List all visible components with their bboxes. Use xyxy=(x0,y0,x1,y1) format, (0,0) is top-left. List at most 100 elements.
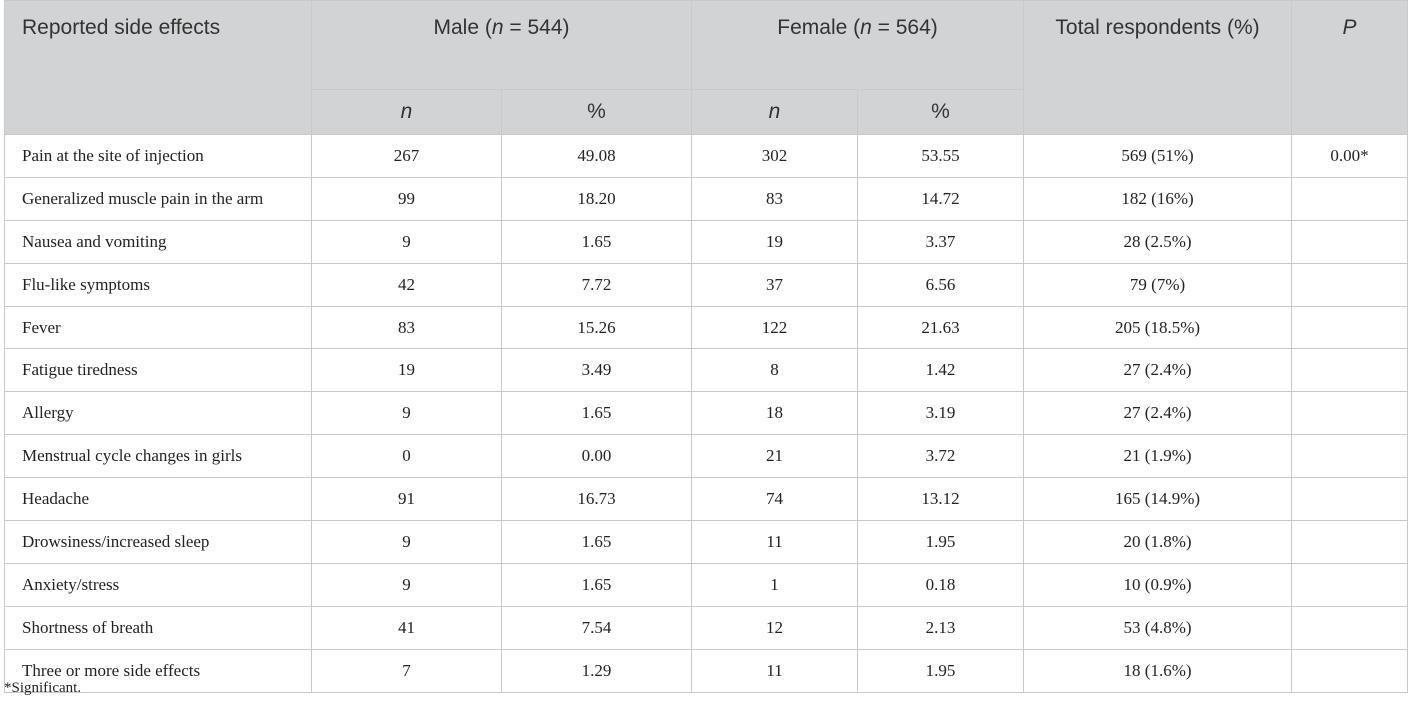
cell-male-pct: 1.65 xyxy=(500,520,693,564)
cell-side-effect: Allergy xyxy=(4,391,312,436)
cell-p-value xyxy=(1291,520,1409,564)
cell-side-effect: Flu-like symptoms xyxy=(4,262,312,307)
cell-p-value xyxy=(1291,605,1409,650)
cell-female-n: 37 xyxy=(691,262,859,307)
cell-total-respondents: 79 (7%) xyxy=(1023,262,1293,307)
cell-p-value xyxy=(1291,648,1409,693)
side-effects-table: Reported side effects Male (n = 544) Fem… xyxy=(4,0,1409,693)
cell-male-n: 41 xyxy=(311,605,502,650)
header-p-value: P xyxy=(1291,0,1409,135)
cell-female-n: 1 xyxy=(691,562,859,607)
cell-p-value xyxy=(1291,562,1409,607)
table-row: Allergy 9 1.65 18 3.19 27 (2.4%) xyxy=(4,391,1409,436)
cell-male-pct: 1.65 xyxy=(500,391,693,436)
header-male: Male (n = 544) xyxy=(310,0,693,90)
cell-side-effect: Shortness of breath xyxy=(4,605,312,650)
cell-male-pct: 1.65 xyxy=(500,219,693,264)
cell-p-value xyxy=(1291,219,1409,264)
cell-side-effect: Three or more side effects xyxy=(4,648,312,693)
header-male-n: n xyxy=(311,89,502,135)
cell-female-n: 8 xyxy=(691,348,859,393)
table-row: Fever 83 15.26 122 21.63 205 (18.5%) xyxy=(4,305,1409,350)
cell-male-n: 9 xyxy=(311,520,502,564)
header-female-n-label: n xyxy=(860,16,872,39)
cell-male-pct: 1.65 xyxy=(500,562,693,607)
cell-p-value xyxy=(1291,434,1409,479)
cell-male-n: 9 xyxy=(311,562,502,607)
table-row: Drowsiness/increased sleep 9 1.65 11 1.95 20 … xyxy=(4,520,1409,564)
cell-male-pct: 18.20 xyxy=(500,176,693,221)
header-female-prefix: Female ( xyxy=(777,16,861,39)
cell-male-n: 83 xyxy=(311,305,502,350)
cell-female-pct: 6.56 xyxy=(857,262,1025,307)
cell-male-pct: 16.73 xyxy=(500,477,693,522)
cell-female-pct: 3.37 xyxy=(857,219,1025,264)
cell-total-respondents: 10 (0.9%) xyxy=(1023,562,1293,607)
cell-total-respondents: 20 (1.8%) xyxy=(1023,520,1293,564)
cell-male-n: 267 xyxy=(311,134,502,178)
cell-p-value: 0.00* xyxy=(1291,134,1409,178)
cell-side-effect: Drowsiness/increased sleep xyxy=(4,520,312,564)
cell-female-pct: 3.19 xyxy=(857,391,1025,436)
cell-female-pct: 0.18 xyxy=(857,562,1025,607)
cell-total-respondents: 27 (2.4%) xyxy=(1023,391,1293,436)
table-row: Flu-like symptoms 42 7.72 37 6.56 79 (7%) xyxy=(4,262,1409,307)
cell-female-pct: 2.13 xyxy=(857,605,1025,650)
cell-male-pct: 49.08 xyxy=(500,134,693,178)
cell-female-n: 21 xyxy=(691,434,859,479)
cell-side-effect: Anxiety/stress xyxy=(4,562,312,607)
cell-p-value xyxy=(1291,477,1409,522)
cell-p-value xyxy=(1291,391,1409,436)
cell-p-value xyxy=(1291,305,1409,350)
cell-male-pct: 7.54 xyxy=(500,605,693,650)
cell-male-n: 91 xyxy=(311,477,502,522)
cell-side-effect: Fever xyxy=(4,305,312,350)
cell-female-pct: 14.72 xyxy=(857,176,1025,221)
cell-female-n: 74 xyxy=(691,477,859,522)
cell-total-respondents: 569 (51%) xyxy=(1023,134,1293,178)
footnote: *Significant. xyxy=(4,680,82,696)
cell-female-n: 302 xyxy=(691,134,859,178)
cell-male-n: 9 xyxy=(311,391,502,436)
cell-p-value xyxy=(1291,176,1409,221)
cell-side-effect: Menstrual cycle changes in girls xyxy=(4,434,312,479)
cell-female-pct: 21.63 xyxy=(857,305,1025,350)
cell-female-n: 19 xyxy=(691,219,859,264)
cell-female-pct: 3.72 xyxy=(857,434,1025,479)
table-row: Menstrual cycle changes in girls 0 0.00 21 3… xyxy=(4,434,1409,479)
cell-female-n: 12 xyxy=(691,605,859,650)
table-row: Generalized muscle pain in the arm 99 18.2… xyxy=(4,176,1409,221)
header-male-n-label: n xyxy=(491,16,504,39)
cell-total-respondents: 21 (1.9%) xyxy=(1023,434,1293,479)
cell-male-pct: 15.26 xyxy=(500,305,693,350)
header-female-n: n xyxy=(691,89,859,135)
cell-female-pct: 1.95 xyxy=(857,520,1025,564)
cell-male-n: 99 xyxy=(311,176,502,221)
cell-female-n: 122 xyxy=(691,305,859,350)
table-row: Pain at the site of injection 267 49.08 302… xyxy=(4,134,1409,178)
table-row: Fatigue tiredness 19 3.49 8 1.42 27 (2.4%) xyxy=(4,348,1409,393)
cell-male-pct: 3.49 xyxy=(500,348,693,393)
header-female-suffix: = 564) xyxy=(871,16,938,39)
cell-male-pct: 1.29 xyxy=(500,648,693,693)
cell-total-respondents: 182 (16%) xyxy=(1023,176,1293,221)
cell-male-n: 19 xyxy=(311,348,502,393)
cell-side-effect: Headache xyxy=(4,477,312,522)
cell-female-pct: 1.95 xyxy=(857,648,1025,693)
header-male-pct: % xyxy=(500,89,693,135)
cell-total-respondents: 27 (2.4%) xyxy=(1023,348,1293,393)
cell-female-pct: 1.42 xyxy=(857,348,1025,393)
cell-total-respondents: 205 (18.5%) xyxy=(1023,305,1293,350)
header-female-pct: % xyxy=(857,89,1025,135)
header-male-suffix: = 544) xyxy=(503,16,570,39)
table-row: Nausea and vomiting 9 1.65 19 3.37 28 (2.5%) xyxy=(4,219,1409,264)
cell-total-respondents: 165 (14.9%) xyxy=(1023,477,1293,522)
cell-total-respondents: 53 (4.8%) xyxy=(1023,605,1293,650)
cell-male-pct: 7.72 xyxy=(500,262,693,307)
cell-p-value xyxy=(1291,262,1409,307)
cell-female-n: 11 xyxy=(691,520,859,564)
table-row: Three or more side effects 7 1.29 11 1.95 18 … xyxy=(4,648,1409,693)
cell-p-value xyxy=(1291,348,1409,393)
header-reported-side-effects: Reported side effects xyxy=(4,0,312,135)
cell-female-n: 18 xyxy=(691,391,859,436)
